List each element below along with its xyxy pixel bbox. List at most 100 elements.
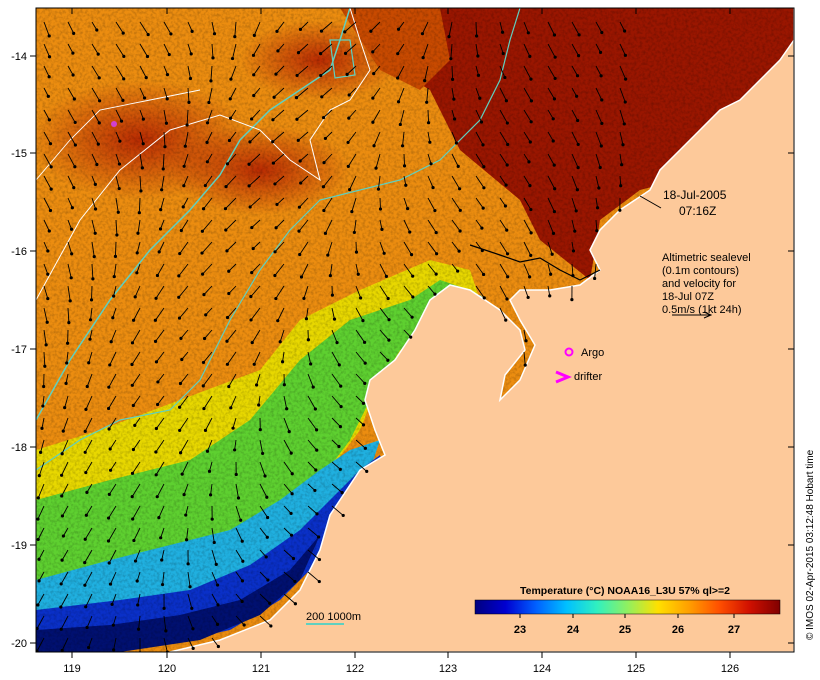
velocity-arrow-head (361, 401, 366, 405)
velocity-arrow-head (177, 295, 181, 299)
velocity-arrow (37, 483, 45, 499)
velocity-arrow-head (48, 142, 53, 146)
velocity-arrow-head (73, 165, 77, 169)
velocity-arrow (86, 483, 93, 493)
velocity-arrow-head (201, 207, 206, 211)
velocity-arrow (307, 461, 317, 471)
velocity-arrow (207, 439, 213, 452)
velocity-arrow (259, 571, 269, 581)
velocity-arrow (475, 65, 479, 76)
velocity-arrow (499, 109, 508, 124)
velocity-arrow (211, 571, 219, 586)
velocity-arrow-head (293, 579, 297, 584)
velocity-arrow (163, 131, 166, 147)
velocity-arrow (547, 21, 555, 36)
velocity-arrow (115, 153, 120, 165)
velocity-arrow-head (252, 362, 256, 366)
velocity-arrow (300, 21, 309, 30)
velocity-arrow-head (332, 317, 337, 321)
velocity-arrow-head (269, 624, 273, 628)
velocity-arrow (348, 87, 357, 96)
velocity-arrow (91, 87, 100, 102)
velocity-arrow-head (420, 32, 425, 36)
velocity-arrow (475, 285, 485, 299)
velocity-arrow (182, 197, 189, 208)
velocity-arrows (36, 21, 628, 652)
velocity-arrow (475, 87, 481, 99)
velocity-arrow-head (177, 274, 181, 278)
velocity-arrow (499, 175, 507, 186)
velocity-arrow-head (504, 99, 508, 103)
velocity-arrow (91, 65, 100, 79)
velocity-arrow (139, 87, 145, 99)
velocity-arrow (211, 637, 219, 647)
velocity-arrow-head (362, 340, 367, 344)
velocity-arrow-head (376, 187, 381, 191)
velocity-arrow-head (182, 492, 186, 497)
velocity-arrow-head (266, 578, 270, 582)
velocity-arrow-head (70, 252, 74, 256)
velocity-arrow-head (340, 490, 344, 495)
velocity-arrow-head (225, 339, 229, 343)
velocity-arrow-head (295, 73, 299, 78)
velocity-arrow-head (598, 165, 602, 170)
velocity-arrow-head (528, 140, 532, 144)
velocity-arrow (259, 593, 271, 604)
velocity-arrow-head (396, 27, 401, 31)
velocity-arrow (372, 87, 381, 99)
velocity-arrow-head (252, 33, 256, 38)
credit-text: © IMOS 02-Apr-2015 03:12:48 Hobart time (805, 449, 816, 640)
velocity-arrow-head (337, 363, 341, 367)
colorbar-ramp (474, 599, 781, 615)
coastline-islands (469, 244, 601, 281)
velocity-arrow-head (478, 96, 482, 100)
velocity-arrow-head (252, 73, 256, 77)
colorbar-tick-label: 24 (567, 624, 580, 636)
velocity-arrow (331, 351, 340, 366)
velocity-arrow (619, 153, 623, 165)
velocity-arrow (499, 153, 508, 166)
velocity-arrow-head (109, 340, 113, 344)
velocity-arrow (234, 439, 237, 450)
velocity-arrow (619, 43, 626, 56)
velocity-note-line: Altimetric sealevel (662, 252, 751, 264)
velocity-arrow-head (371, 50, 375, 54)
velocity-arrow (88, 637, 93, 648)
velocity-arrow (131, 351, 141, 365)
velocity-arrow-head (339, 384, 343, 388)
velocity-arrow (43, 153, 52, 168)
velocity-arrow (156, 351, 165, 363)
velocity-arrow (113, 263, 117, 277)
velocity-arrow (523, 263, 531, 278)
bathy-200m-contour-2 (36, 8, 521, 471)
velocity-arrow (355, 395, 364, 404)
velocity-arrow (402, 131, 405, 146)
velocity-arrow-head (323, 136, 328, 141)
velocity-arrow-head (185, 123, 189, 127)
velocity-arrow-head (248, 205, 252, 209)
velocity-arrow (61, 461, 69, 476)
velocity-arrow (427, 241, 437, 254)
velocity-arrow-head (398, 122, 402, 127)
velocity-arrow (427, 285, 436, 295)
velocity-arrow-head (251, 53, 256, 57)
velocity-arrow-head (551, 139, 555, 143)
lon-tick-label: 125 (627, 663, 645, 675)
velocity-arrow (108, 527, 117, 542)
velocity-arrow-head (223, 207, 228, 211)
velocity-arrow (450, 43, 453, 59)
velocity-arrow (108, 505, 117, 519)
velocity-arrow-head (423, 79, 427, 83)
velocity-arrow (139, 175, 142, 191)
velocity-arrow (499, 65, 506, 78)
lat-tick-label: -19 (11, 540, 27, 552)
velocity-arrow (160, 527, 165, 538)
velocity-arrow (259, 439, 264, 454)
velocity-arrow-head (160, 582, 165, 587)
lat-tick-label: -16 (11, 246, 27, 258)
velocity-arrow (41, 417, 45, 429)
velocity-arrow-head (528, 275, 532, 279)
velocity-arrow-head (179, 228, 183, 233)
velocity-arrow-head (504, 318, 508, 322)
velocity-arrow (186, 109, 189, 125)
